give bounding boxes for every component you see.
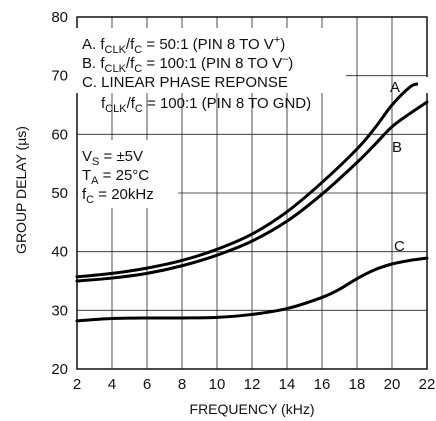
y-tick-label: 60 [51,126,68,143]
x-tick-label: 16 [314,376,331,393]
x-tick-label: 20 [384,376,401,393]
x-tick-label: 22 [419,376,436,393]
y-tick-label: 50 [51,185,68,202]
y-tick-label: 30 [51,302,68,319]
x-tick-label: 14 [279,376,296,393]
y-axis-title: GROUP DELAY (µs) [13,126,29,254]
x-tick-label: 8 [178,376,186,393]
x-axis-title: FREQUENCY (kHz) [190,401,315,417]
curve-label-a-bg [418,77,430,93]
series-line-c [75,256,429,323]
x-tick-label: 12 [244,376,261,393]
x-tick-label: 6 [143,376,151,393]
plot-frame [76,16,428,370]
series-line-a [75,82,429,279]
condition-ta: TA = 25°C [82,167,149,187]
y-tick-label: 40 [51,244,68,261]
legend-line-a: A. fCLK/fC = 50:1 (PIN 8 TO V+) [82,34,285,56]
y-tick-label: 80 [51,9,68,26]
conditions-box [78,140,178,208]
legend-box [76,28,346,93]
legend-line-c1: C. LINEAR PHASE REPONSE [82,74,288,91]
curve-label-a: A [390,79,400,96]
legend-line-c2: fCLK/fC = 100:1 (PIN 8 TO GND) [101,95,311,115]
x-tick-label: 18 [349,376,366,393]
curve-label-c: C [394,238,405,255]
condition-vs: VS = ±5V [82,148,143,168]
legend-line-b: B. fCLK/fC = 100:1 (PIN 8 TO V–) [82,53,293,75]
x-tick-label: 2 [73,376,81,393]
curve-label-b: B [392,139,402,156]
x-tick-labels: 2 4 6 8 10 12 14 16 18 20 22 [73,376,436,393]
y-tick-label: 20 [51,361,68,378]
curves [75,82,429,323]
y-tick-label: 70 [51,68,68,85]
condition-fc: fC = 20kHz [82,186,154,206]
y-tick-labels: 20 30 40 50 60 70 80 [51,9,68,378]
x-tick-label: 10 [209,376,226,393]
series-line-b [75,100,429,283]
x-tick-label: 4 [108,376,116,393]
